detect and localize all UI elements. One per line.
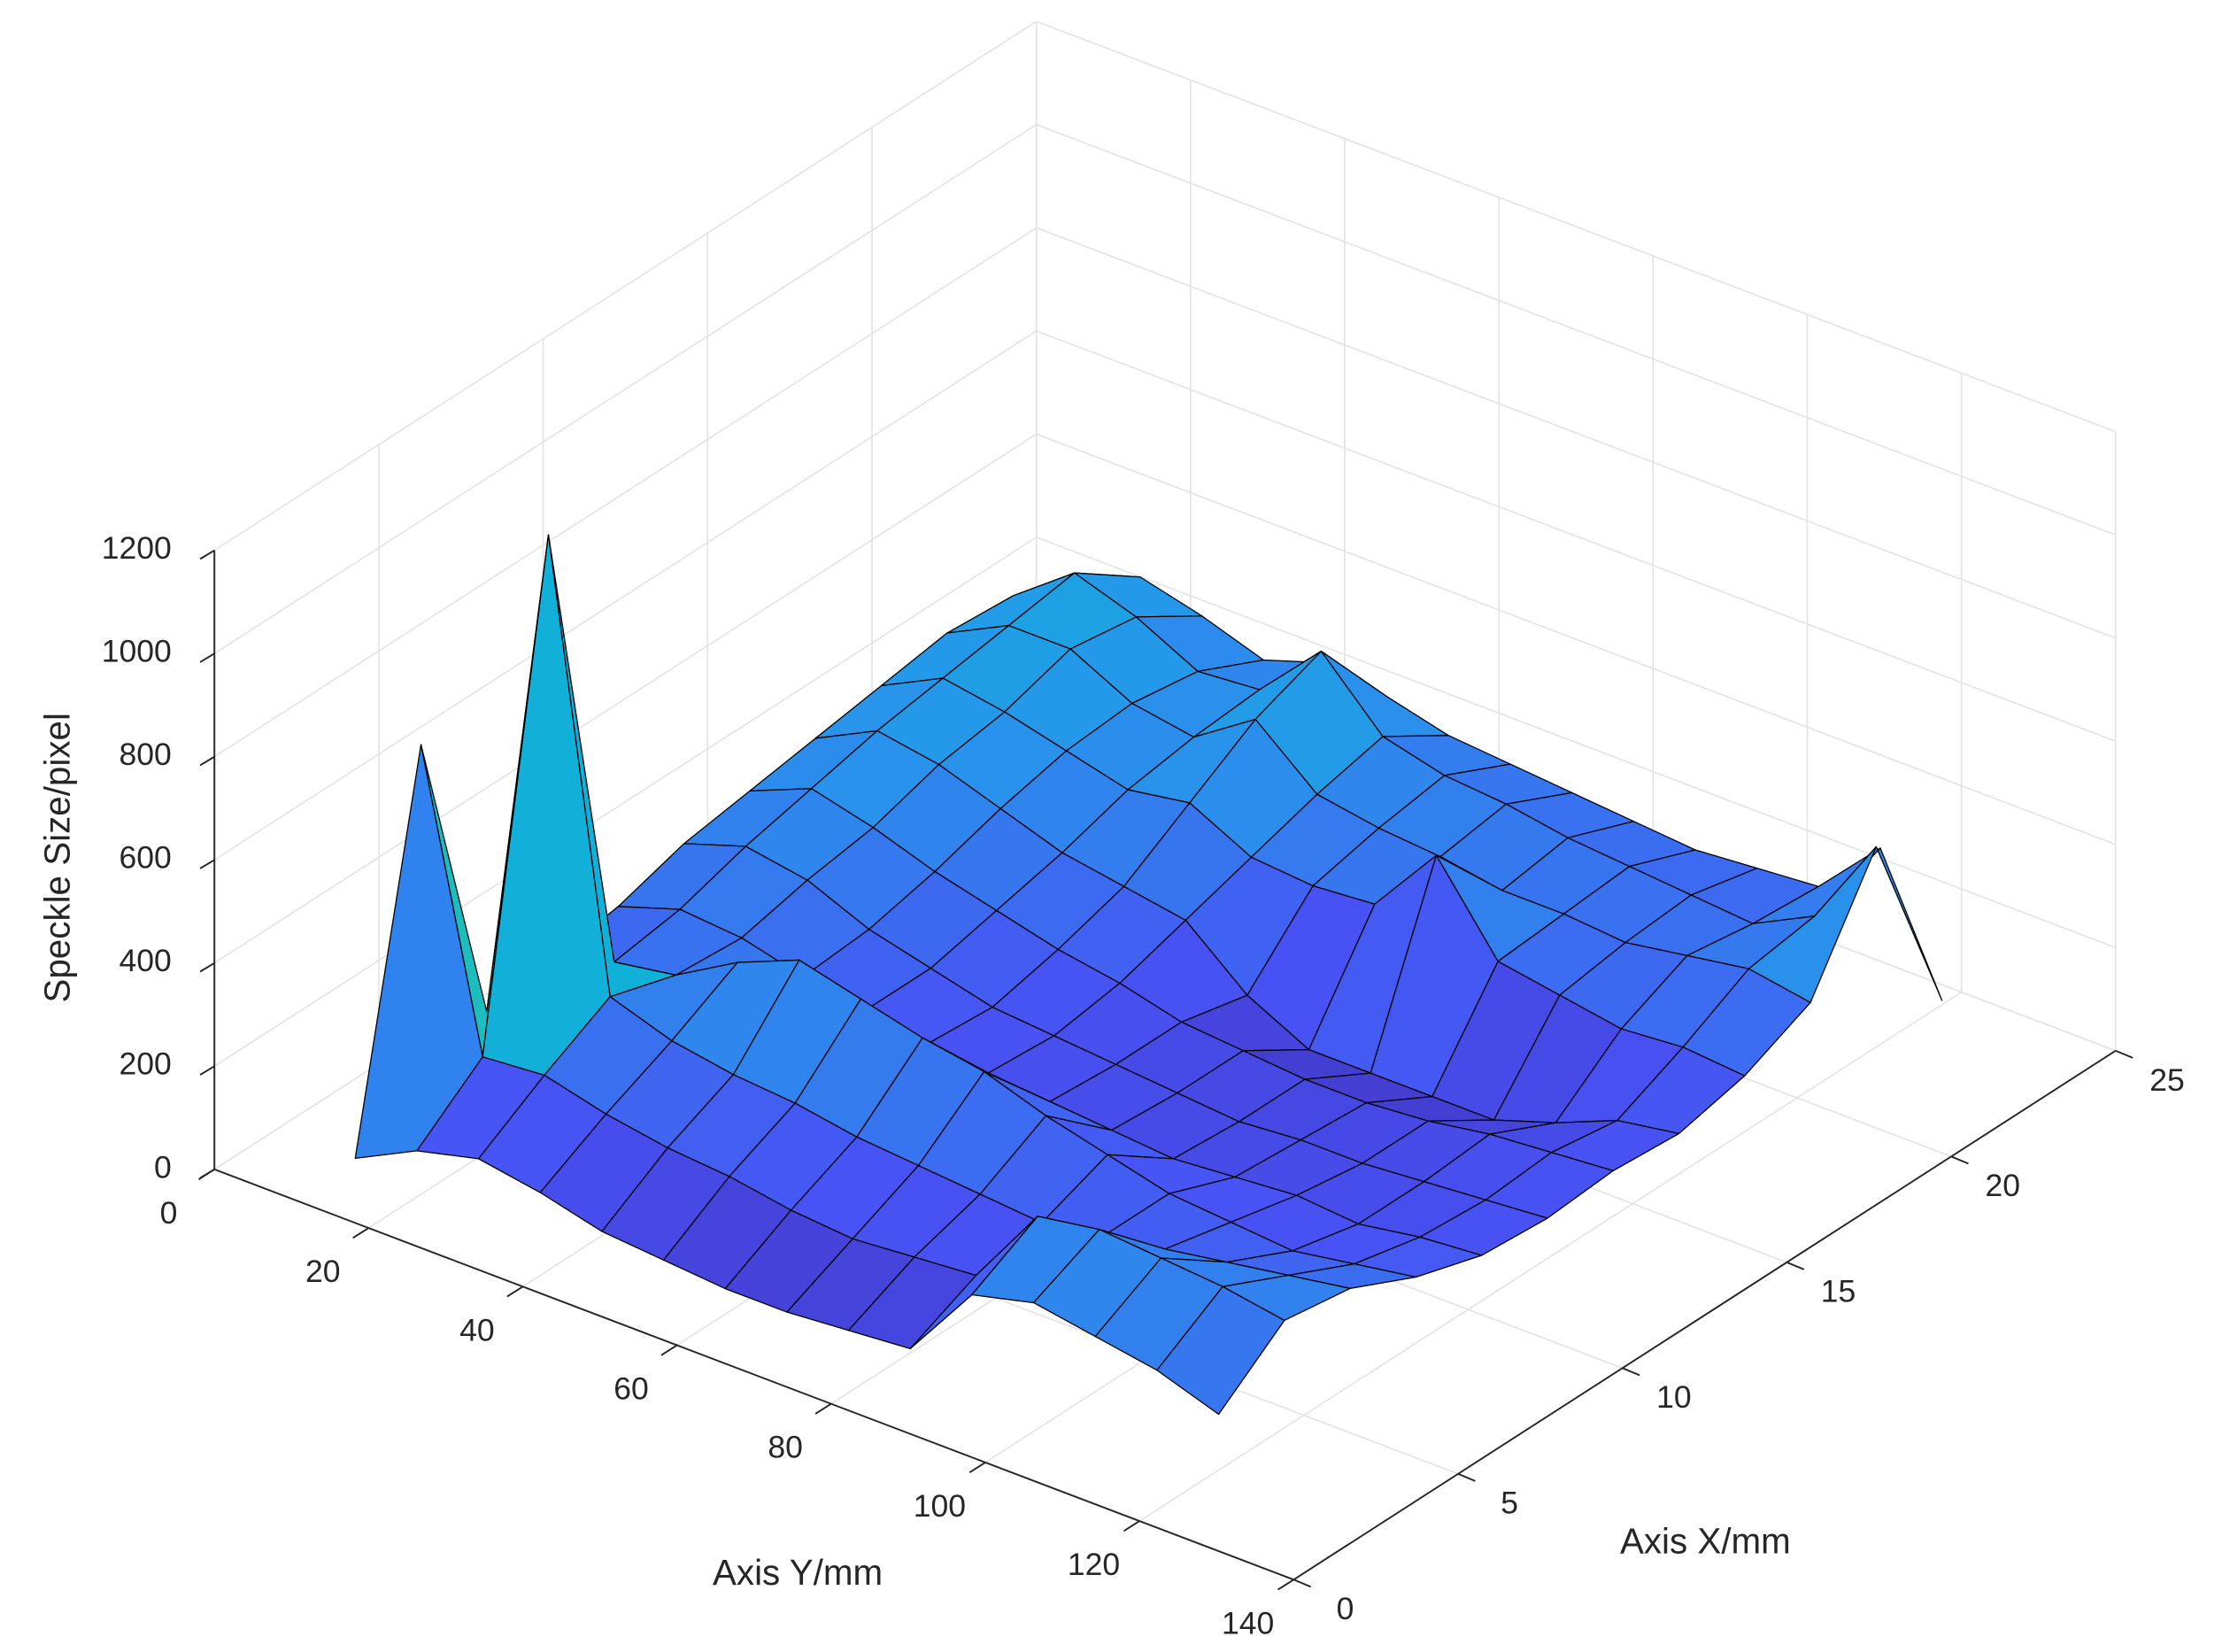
x-tick-label: 25	[2149, 1062, 2185, 1098]
y-tick	[1123, 1520, 1140, 1532]
y-axis-label: Axis Y/mm	[713, 1552, 883, 1593]
z-tick	[199, 755, 215, 767]
y-tick	[968, 1462, 986, 1474]
y-tick	[1277, 1579, 1294, 1591]
y-tick-label: 80	[768, 1430, 803, 1465]
y-tick-label: 120	[1068, 1547, 1120, 1582]
surface-patch	[482, 534, 611, 1077]
z-axis-label: Speckle Size/pixel	[36, 713, 77, 1003]
y-tick-label: 60	[613, 1371, 649, 1407]
z-tick	[199, 652, 215, 663]
x-axis-label: Axis X/mm	[1620, 1521, 1791, 1562]
y-tick	[506, 1285, 524, 1298]
y-tick-label: 0	[160, 1195, 178, 1231]
grid-line	[1036, 227, 2117, 639]
y-tick-label: 140	[1222, 1605, 1274, 1640]
grid-line	[1138, 991, 1963, 1522]
surface-patch	[1156, 1285, 1285, 1416]
z-tick-label: 0	[154, 1149, 172, 1185]
grid-line	[1036, 433, 2117, 845]
grid-line	[213, 20, 1038, 552]
y-tick-label: 40	[459, 1312, 495, 1347]
z-tick-label: 200	[120, 1046, 172, 1082]
z-tick-label: 800	[120, 737, 172, 772]
x-tick	[1457, 1472, 1476, 1482]
z-tick	[199, 859, 215, 869]
grid-line	[1036, 20, 2117, 433]
grid-line	[213, 433, 1038, 964]
z-tick-label: 1000	[102, 634, 172, 669]
y-tick	[352, 1227, 369, 1239]
x-tick-label: 10	[1656, 1379, 1692, 1415]
x-tick	[1622, 1367, 1640, 1377]
z-tick-label: 400	[120, 943, 172, 978]
z-tick	[199, 961, 215, 973]
x-tick-label: 0	[1337, 1591, 1354, 1626]
grid-line	[1036, 537, 2117, 949]
x-tick-label: 5	[1501, 1486, 1518, 1521]
x-tick	[2115, 1049, 2134, 1059]
grid-line	[1036, 330, 2117, 743]
z-tick-label: 600	[120, 840, 172, 876]
y-tick	[660, 1344, 678, 1356]
x-tick-label: 20	[1985, 1168, 2020, 1203]
y-tick-label: 100	[914, 1488, 966, 1524]
grid-line	[213, 227, 1038, 758]
y-tick-label: 20	[305, 1254, 341, 1289]
y-tick	[814, 1402, 832, 1415]
x-tick	[1292, 1579, 1312, 1588]
x-tick-label: 15	[1821, 1274, 1856, 1309]
grid-line	[213, 330, 1038, 861]
z-tick	[199, 549, 215, 560]
z-tick-label: 1200	[102, 530, 172, 566]
x-axis	[1292, 1050, 2117, 1581]
grid-line	[213, 537, 1038, 1068]
x-tick	[1950, 1155, 1969, 1165]
y-tick	[197, 1169, 215, 1180]
grid-line	[213, 124, 1038, 654]
x-tick	[1786, 1261, 1805, 1270]
grid-line	[1036, 123, 2117, 536]
y-axis	[213, 1168, 1294, 1581]
z-tick	[199, 1065, 215, 1076]
